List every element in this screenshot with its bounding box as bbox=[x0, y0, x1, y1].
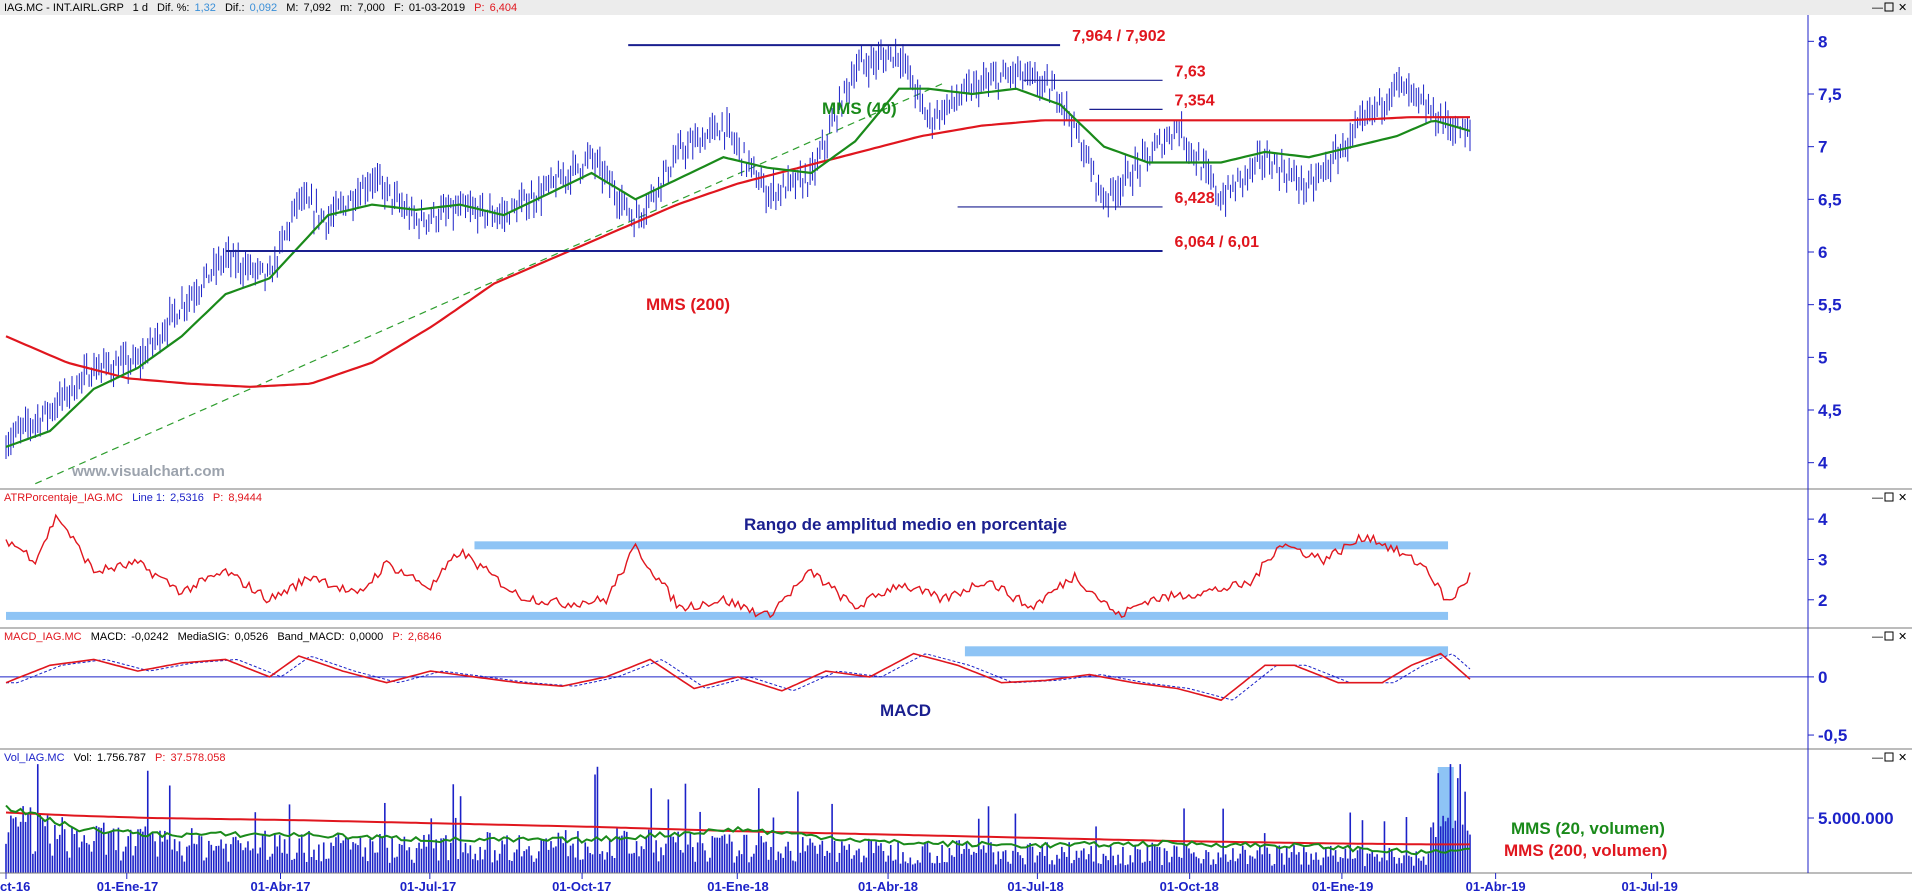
volume-mms200-line bbox=[5, 811, 1470, 846]
volume-y-tick-label: 5.000.000 bbox=[1818, 809, 1894, 828]
close-icon[interactable]: ✕ bbox=[1898, 492, 1907, 504]
x-tick-label: 01-Jul-18 bbox=[1007, 879, 1063, 892]
atr-y-tick-label: 3 bbox=[1818, 550, 1827, 569]
level-label: 6,064 / 6,01 bbox=[1175, 234, 1260, 251]
x-tick-label: 01-Ene-18 bbox=[707, 879, 768, 892]
maximize-icon[interactable] bbox=[1884, 492, 1894, 502]
atr-line bbox=[5, 513, 1471, 619]
x-tick-label: 01-Abr-19 bbox=[1466, 879, 1526, 892]
mms40-line bbox=[5, 87, 1471, 448]
atr-panel: ATRPorcentaje_IAG.MC Line 1: 2,5316 P: 8… bbox=[0, 488, 1912, 620]
x-tick-label: 01-Jul-19 bbox=[1622, 879, 1678, 892]
minimize-icon[interactable]: — bbox=[1872, 492, 1883, 504]
atr-highlight-band bbox=[6, 611, 1449, 620]
minimize-icon[interactable]: — bbox=[1872, 752, 1883, 764]
maximize-icon[interactable] bbox=[1884, 631, 1894, 641]
maximize-icon[interactable] bbox=[1884, 752, 1894, 762]
price-y-tick-label: 4,5 bbox=[1818, 401, 1842, 420]
price-panel-header: IAG.MC - INT.AIRL.GRP 1 d Dif. %: 1,32 D… bbox=[4, 2, 517, 14]
volume-mms20-line bbox=[5, 804, 1471, 856]
price-y-tick-label: 7 bbox=[1818, 138, 1827, 157]
price-y-tick-label: 6 bbox=[1818, 243, 1827, 262]
annotation-vol-mms200: MMS (200, volumen) bbox=[1504, 841, 1667, 860]
macd-signal-line bbox=[6, 653, 1471, 701]
price-y-tick-label: 8 bbox=[1818, 32, 1827, 51]
trendline bbox=[35, 82, 944, 485]
panel-window-controls[interactable]: — ✕ bbox=[1872, 631, 1907, 643]
atr-y-tick-label: 4 bbox=[1818, 510, 1828, 529]
macd-y-tick-label: 0 bbox=[1818, 668, 1827, 687]
x-tick-label: 01-Abr-18 bbox=[858, 879, 918, 892]
x-tick-label: 01-Jul-17 bbox=[400, 879, 456, 892]
x-tick-label: ct-16 bbox=[0, 879, 30, 892]
panel-window-controls[interactable]: — ✕ bbox=[1872, 2, 1907, 14]
annotation-mms40: MMS (40) bbox=[822, 99, 897, 118]
level-label: 6,428 bbox=[1175, 190, 1215, 207]
minimize-icon[interactable]: — bbox=[1872, 2, 1883, 14]
macd-y-tick-label: -0,5 bbox=[1818, 726, 1847, 745]
x-tick-label: 01-Ene-19 bbox=[1312, 879, 1373, 892]
macd-panel: MACD_IAG.MC MACD: -0,0242 MediaSIG: 0,05… bbox=[0, 627, 1912, 745]
close-icon[interactable]: ✕ bbox=[1898, 2, 1907, 14]
x-tick-label: 01-Oct-18 bbox=[1160, 879, 1219, 892]
price-panel: IAG.MC - INT.AIRL.GRP 1 d Dif. %: 1,32 D… bbox=[0, 0, 1912, 485]
price-y-tick-label: 4 bbox=[1818, 454, 1828, 473]
panel-window-controls[interactable]: — ✕ bbox=[1872, 492, 1907, 504]
annotation-mms200: MMS (200) bbox=[646, 295, 730, 314]
x-tick-label: 01-Ene-17 bbox=[97, 879, 158, 892]
mms200-line bbox=[5, 116, 1470, 388]
maximize-icon[interactable] bbox=[1884, 2, 1894, 12]
close-icon[interactable]: ✕ bbox=[1898, 631, 1907, 643]
price-y-tick-label: 7,5 bbox=[1818, 85, 1842, 104]
macd-highlight-band bbox=[964, 646, 1449, 657]
level-label: 7,354 bbox=[1175, 92, 1215, 109]
watermark: www.visualchart.com bbox=[71, 463, 225, 480]
annotation-vol-mms20: MMS (20, volumen) bbox=[1511, 819, 1665, 838]
atr-panel-header: ATRPorcentaje_IAG.MC Line 1: 2,5316 P: 8… bbox=[4, 492, 262, 504]
volume-panel: Vol_IAG.MC Vol: 1.756.787 P: 37.578.058 … bbox=[0, 748, 1912, 873]
level-label: 7,964 / 7,902 bbox=[1072, 28, 1166, 45]
atr-y-tick-label: 2 bbox=[1818, 591, 1827, 610]
x-axis: ct-16 01-Ene-17 01-Abr-17 01-Jul-17 01-Oct-1… bbox=[0, 872, 1912, 892]
level-label: 7,63 bbox=[1175, 63, 1206, 80]
price-y-tick-label: 5 bbox=[1818, 348, 1827, 367]
price-panel-header-bar bbox=[0, 0, 1912, 15]
price-y-tick-label: 6,5 bbox=[1818, 190, 1842, 209]
atr-highlight-band bbox=[474, 541, 1449, 550]
atr-title: Rango de amplitud medio en porcentaje bbox=[744, 515, 1067, 534]
price-y-tick-label: 5,5 bbox=[1818, 296, 1842, 315]
panel-window-controls[interactable]: — ✕ bbox=[1872, 752, 1907, 764]
close-icon[interactable]: ✕ bbox=[1898, 752, 1907, 764]
x-tick-label: 01-Oct-17 bbox=[552, 879, 611, 892]
x-tick-label: 01-Abr-17 bbox=[251, 879, 311, 892]
macd-panel-header: MACD_IAG.MC MACD: -0,0242 MediaSIG: 0,05… bbox=[4, 631, 442, 643]
volume-panel-header: Vol_IAG.MC Vol: 1.756.787 P: 37.578.058 bbox=[4, 752, 226, 764]
minimize-icon[interactable]: — bbox=[1872, 631, 1883, 643]
macd-line bbox=[5, 652, 1471, 702]
macd-title: MACD bbox=[880, 701, 931, 720]
